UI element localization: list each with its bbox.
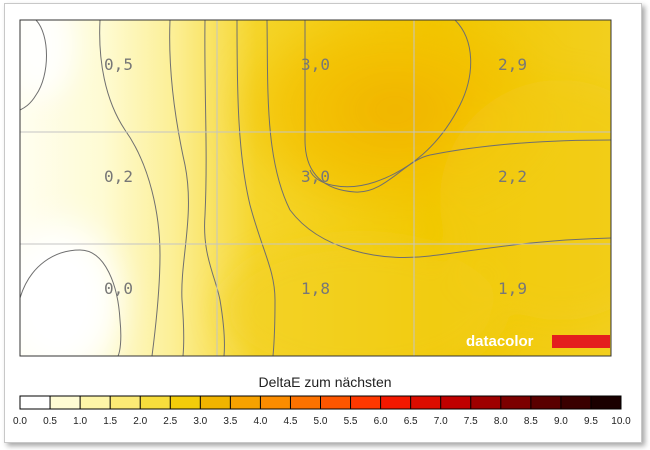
cell-value-label: 2,9 [498,55,527,74]
colorbar-swatch [140,396,171,409]
cell-labels: 0,5 3,0 2,9 0,2 3,0 2,2 0,0 1,8 1,9 [104,55,527,298]
colorbar-tick-label: 2.5 [163,416,177,427]
colorbar: 0.0 0.5 1.0 1.5 2.0 2.5 3.0 3.5 4.0 4.5 5.0 5.5 6.0 6… [13,395,631,427]
cell-value-label: 3,0 [301,167,330,186]
colorbar-swatch [320,396,352,409]
colorbar-swatch [500,396,532,409]
colorbar-tick-label: 6.5 [404,416,418,427]
colorbar-title: DeltaE zum nächsten [258,374,391,390]
brand-name: datacolor [466,333,534,350]
grid-lines [20,20,611,356]
brand-accent-bar [552,335,610,348]
colorbar-tick-label: 4.0 [253,416,267,427]
colorbar-tick-label: 7.0 [434,416,448,427]
colorbar-swatch [200,396,231,409]
plot-border [19,19,612,357]
colorbar-swatch [230,396,261,409]
cell-value-label: 1,9 [498,279,527,298]
contour-line [236,20,276,356]
cell-value-label: 3,0 [301,55,330,74]
colorbar-tick-label: 6.0 [374,416,388,427]
contour-line [20,20,47,111]
colorbar-tick-label: 7.5 [464,416,478,427]
colorbar-tick-label: 3.0 [193,416,207,427]
colorbar-swatch [290,396,321,409]
datacolor-logo: datacolor [466,333,610,350]
contour-line [204,20,225,356]
colorbar-swatch [440,396,472,409]
colorbar-swatch [470,396,502,409]
contour-line [309,20,472,188]
colorbar-tick-label: 2.0 [133,416,147,427]
heatmap-plot-area: 0,5 3,0 2,9 0,2 3,0 2,2 0,0 1,8 1,9 datacolor [20,20,611,356]
colorbar-tick-label: 5.0 [314,416,328,427]
colorbar-tick-label: 4.5 [283,416,297,427]
colorbar-swatch [560,396,592,409]
colorbar-tick-label: 3.5 [223,416,237,427]
colorbar-swatch [110,396,141,409]
colorbar-tick-label: 5.5 [344,416,358,427]
colorbar-tick-label: 1.0 [73,416,87,427]
cell-value-label: 0,2 [104,167,133,186]
contour-line [266,20,611,258]
cell-value-label: 0,0 [104,279,133,298]
colorbar-swatch [170,396,201,409]
colorbar-swatch [50,396,81,409]
colorbar-tick-label: 8.5 [524,416,538,427]
colorbar-swatch [590,396,622,409]
colorbar-swatch [20,396,51,409]
colorbar-swatch [530,396,562,409]
colorbar-swatch [80,396,111,409]
contour-lines [20,20,611,356]
colorbar-tick-label: 9.5 [584,416,598,427]
contour-line [99,20,161,356]
cell-value-label: 1,8 [301,279,330,298]
colorbar-swatch [380,396,412,409]
colorbar-tick-label: 10.0 [611,416,631,427]
colorbar-tick-label: 1.5 [103,416,117,427]
contour-line [20,249,122,356]
colorbar-swatch [410,396,442,409]
cell-value-label: 2,2 [498,167,527,186]
colorbar-tick-label: 0.5 [43,416,57,427]
colorbar-tick-label: 9.0 [554,416,568,427]
colorbar-swatch [260,396,291,409]
colorbar-tick-label: 0.0 [13,416,27,427]
cell-value-label: 0,5 [104,55,133,74]
colorbar-tick-label: 8.0 [494,416,508,427]
contour-line [169,20,189,356]
colorbar-swatch [350,396,382,409]
